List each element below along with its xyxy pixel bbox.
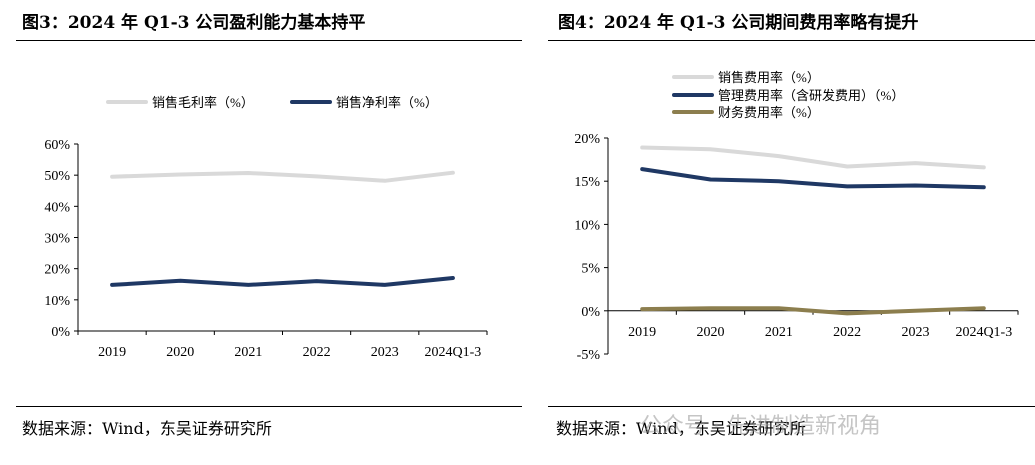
- left-y-tick-label: 30%: [44, 232, 70, 247]
- left-y-tick-label: 40%: [44, 200, 70, 215]
- right-figure: 图4：2024 年 Q1-3 公司期间费用率略有提升 -5% 0% 5% 10% 15%…: [548, 0, 1035, 465]
- right-line-chart: -5% 0% 5% 10% 15% 20% 2019 2020 2021 2022 2023 2024…: [574, 70, 1019, 363]
- right-x-tick-label: 2019: [628, 325, 656, 340]
- right-source-note: 数据来源：Wind，东吴证券研究所: [556, 419, 806, 438]
- left-source-note: 数据来源：Wind，东吴证券研究所: [22, 419, 272, 438]
- left-y-tick-label: 20%: [44, 263, 70, 278]
- left-x-tick-label: 2023: [371, 345, 399, 360]
- right-figure-title: 图4：2024 年 Q1-3 公司期间费用率略有提升: [558, 13, 919, 33]
- left-top-rule: [16, 40, 522, 41]
- left-bottom-rule: [16, 406, 522, 407]
- right-y-tick-label: 5%: [581, 262, 600, 277]
- right-top-rule: [548, 40, 1035, 41]
- left-figure: 图3：2024 年 Q1-3 公司盈利能力基本持平 0% 10% 20% 30% 40%…: [16, 13, 522, 438]
- right-y-tick-label: -5%: [577, 348, 601, 363]
- left-x-tick-label: 2019: [98, 345, 126, 360]
- right-bottom-rule: [548, 406, 1035, 407]
- right-y-tick-label: 10%: [574, 218, 600, 233]
- left-x-tick-label: 2022: [303, 345, 331, 360]
- left-legend-label-1: 销售净利率（%）: [336, 95, 438, 110]
- left-x-tick-label: 2020: [166, 345, 194, 360]
- right-x-tick-label: 2024Q1-3: [955, 325, 1012, 340]
- left-y-tick-label: 50%: [44, 169, 70, 184]
- right-x-tick-label: 2022: [833, 325, 861, 340]
- left-legend-label-0: 销售毛利率（%）: [152, 95, 254, 110]
- right-x-tick-label: 2020: [697, 325, 725, 340]
- right-legend-label-2: 财务费用率（%）: [718, 105, 820, 120]
- right-legend-label-0: 销售费用率（%）: [718, 70, 820, 85]
- right-legend-label-1: 管理费用率（含研发费用）（%）: [718, 88, 904, 103]
- left-x-tick-label: 2024Q1-3: [425, 345, 482, 360]
- right-series-line-1: [640, 167, 986, 190]
- left-series-line-1: [110, 276, 455, 287]
- right-y-tick-label: 15%: [574, 175, 600, 190]
- right-x-tick-label: 2023: [902, 325, 930, 340]
- left-line-chart: 0% 10% 20% 30% 40% 50% 60% 2019 2020 2021 2022 2023…: [44, 95, 488, 360]
- right-x-tick-label: 2021: [765, 325, 793, 340]
- left-series-line-0: [110, 170, 455, 183]
- right-y-tick-label: 20%: [574, 132, 600, 147]
- left-y-tick-label: 10%: [44, 294, 70, 309]
- left-x-tick-label: 2021: [234, 345, 262, 360]
- left-y-tick-label: 60%: [44, 138, 70, 153]
- left-figure-title: 图3：2024 年 Q1-3 公司盈利能力基本持平: [22, 13, 366, 33]
- right-series-line-2: [640, 306, 986, 316]
- right-series-line-0: [640, 145, 986, 170]
- left-y-tick-label: 0%: [51, 325, 70, 340]
- right-y-tick-label: 0%: [581, 305, 600, 320]
